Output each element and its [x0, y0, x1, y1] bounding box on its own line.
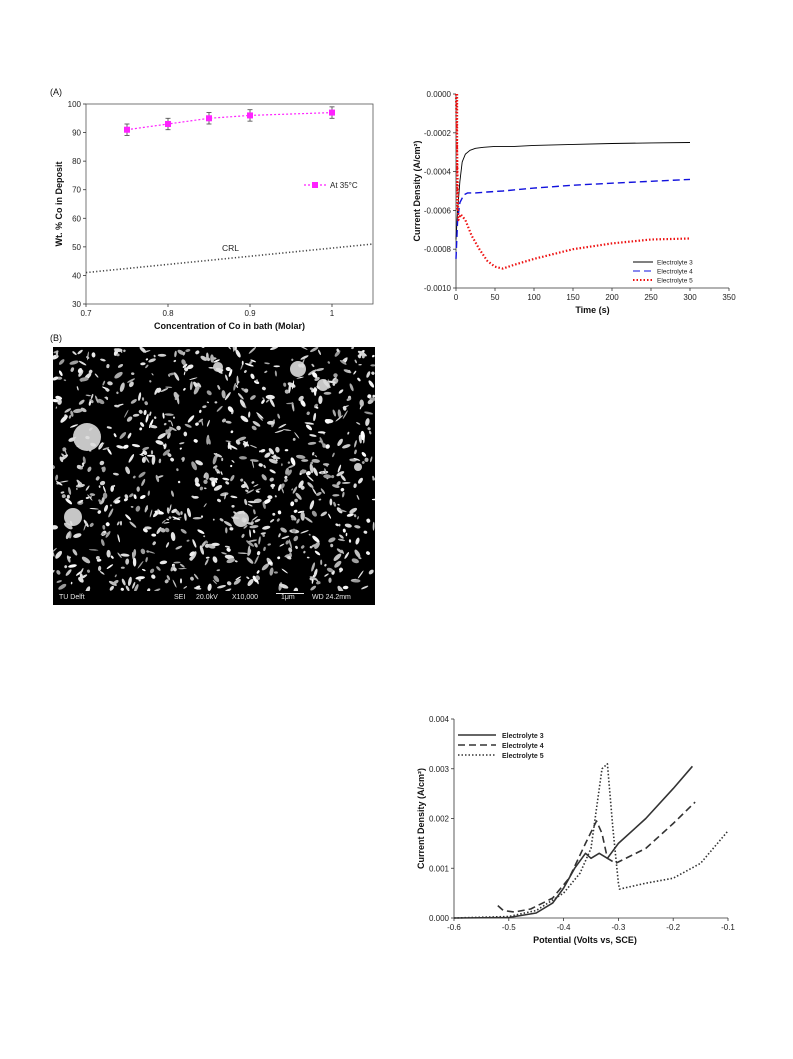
sem-micrograph: TU Delft SEI 20.0kV X10,000 1μm WD 24.2m…: [53, 347, 375, 605]
y-tick-label: 30: [72, 300, 81, 309]
sem-lab: TU Delft: [59, 594, 85, 601]
data-point: [206, 115, 212, 122]
x-tick-label: 0: [454, 293, 459, 302]
y-tick-label: 0.003: [429, 765, 450, 774]
current-transient-chart: 0 50 100 150 200 250 300 350 0.0000 -0.0002 -0.000…: [412, 90, 736, 315]
sem-mode: SEI: [174, 594, 186, 601]
x-tick-label: 0.9: [244, 309, 256, 318]
y-axis-label: Wt. % Co in Deposit: [54, 162, 64, 247]
series-line: [455, 142, 691, 240]
y-axis-label: Current Density (A/cm²): [412, 140, 422, 241]
x-tick-label: -0.6: [447, 923, 461, 932]
sem-voltage: 20.0kV: [196, 594, 218, 601]
x-tick-label: 200: [605, 293, 619, 302]
legend-entry: Electrolyte 4: [657, 269, 693, 276]
legend-entry: Electrolyte 5: [657, 278, 693, 285]
y-tick-label: 70: [72, 186, 81, 195]
y-tick-label: 50: [72, 243, 81, 252]
x-tick-label: 1: [330, 309, 335, 318]
data-point: [247, 112, 253, 119]
legend-entry: Electrolyte 5: [502, 753, 544, 760]
y-tick-label: -0.0004: [424, 168, 452, 177]
sem-magnification: X10,000: [232, 594, 259, 601]
x-tick-label: -0.1: [721, 923, 735, 932]
x-tick-label: -0.3: [612, 923, 626, 932]
x-tick-label: 150: [566, 293, 580, 302]
x-tick-label: 50: [491, 293, 500, 302]
y-tick-label: 0.000: [429, 914, 450, 923]
y-tick-label: 90: [72, 129, 81, 138]
data-point: [165, 121, 171, 127]
y-tick-label: 60: [72, 214, 81, 223]
sem-texture: [53, 347, 375, 596]
y-axis-label: Current Density (A/cm²): [416, 768, 426, 869]
legend-swatch-marker: [312, 182, 318, 188]
x-tick-label: 350: [722, 293, 736, 302]
x-axis-label: Potential (Volts vs, SCE): [533, 935, 637, 945]
y-tick-label: -0.0008: [424, 245, 452, 254]
x-axis-label: Concentration of Co in bath (Molar): [154, 321, 305, 331]
x-tick-label: 0.7: [80, 309, 92, 318]
composition-chart: 0.7 0.8 0.9 1 30 40 50 60 70 80 90 100 Concentration…: [54, 100, 374, 331]
data-point: [124, 126, 130, 133]
x-tick-label: 250: [644, 293, 658, 302]
sem-scale: 1μm: [281, 594, 295, 601]
legend-entry: Electrolyte 3: [502, 733, 544, 740]
y-tick-label: 0.0000: [427, 90, 452, 99]
x-tick-label: -0.2: [666, 923, 680, 932]
series-line: [453, 763, 729, 919]
crl-label: CRL: [222, 243, 239, 253]
crl-line: [85, 243, 374, 274]
y-tick-label: -0.0002: [424, 129, 452, 138]
sem-grain-texture: [53, 347, 375, 596]
panel-label-b: (B): [50, 333, 62, 343]
y-tick-label: 0.002: [429, 815, 450, 824]
legend-entry: Electrolyte 4: [502, 743, 544, 750]
x-tick-label: 300: [683, 293, 697, 302]
x-tick-label: 100: [527, 293, 541, 302]
series-line: [453, 765, 694, 919]
x-tick-label: -0.4: [557, 923, 571, 932]
series-line: [497, 801, 696, 913]
x-axis-label: Time (s): [575, 305, 609, 315]
y-tick-label: 0.004: [429, 715, 450, 724]
legend-entry: Electrolyte 3: [657, 260, 693, 267]
sem-working-distance: WD 24.2mm: [312, 594, 351, 601]
y-tick-label: -0.0006: [424, 206, 452, 215]
y-tick-label: 40: [72, 271, 81, 280]
plot-frame: [85, 103, 374, 305]
legend-entry: At 35°C: [330, 181, 358, 190]
y-tick-label: 100: [68, 100, 82, 109]
x-tick-label: 0.8: [162, 309, 174, 318]
panel-label-a: (A): [50, 87, 62, 97]
data-point: [329, 109, 335, 116]
series-line: [455, 178, 691, 259]
y-tick-label: 0.001: [429, 864, 450, 873]
sem-scale-bar: [276, 593, 304, 594]
x-tick-label: -0.5: [502, 923, 516, 932]
sem-info-bar: TU Delft SEI 20.0kV X10,000 1μm WD 24.2m…: [53, 591, 375, 605]
y-tick-label: -0.0010: [424, 284, 452, 293]
y-tick-label: 80: [72, 157, 81, 166]
